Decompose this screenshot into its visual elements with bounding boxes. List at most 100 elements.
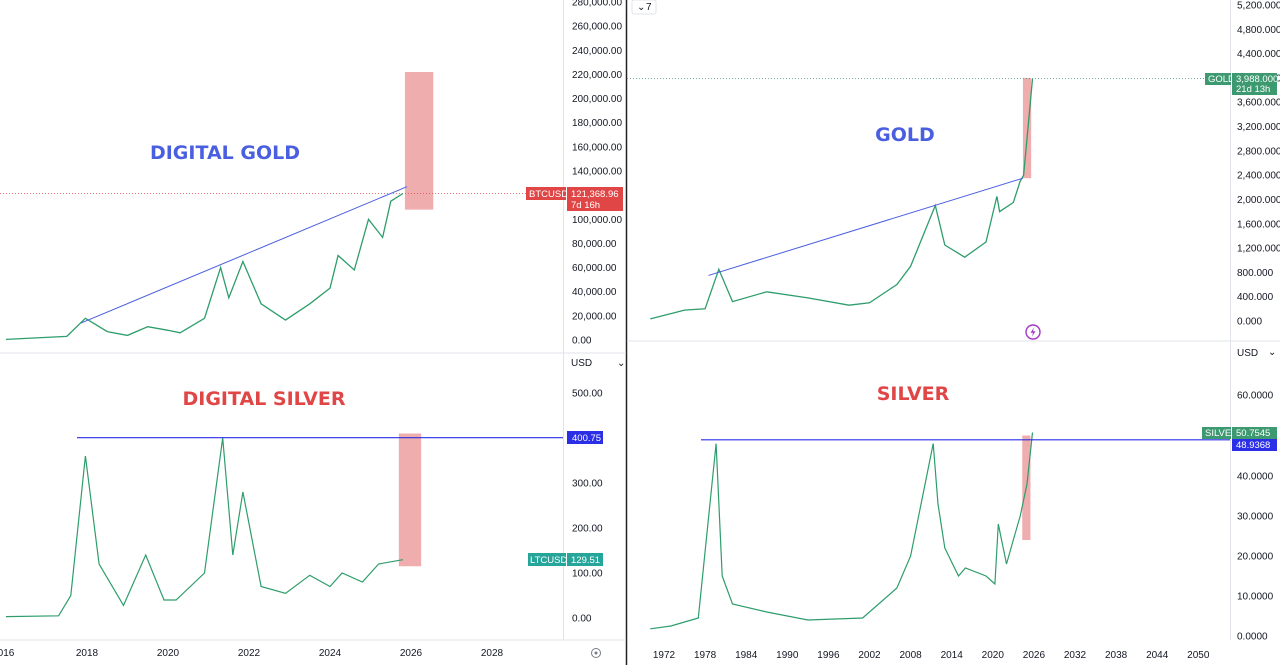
silver-price-scale[interactable]: 60.0000 40.0000 30.0000 20.0000 10.0000 0.000… <box>1237 391 1274 643</box>
chevron-down-icon: ⌄ <box>637 2 645 13</box>
btc-price-tick-label: 160,000.00 <box>572 142 622 153</box>
gold-price-tick-label: 800.000 <box>1237 268 1274 279</box>
ltc-symbol-label: LTCUSD <box>530 555 567 566</box>
left-time-scale[interactable]: 016 2018 2020 2022 2024 2026 2028 <box>0 648 504 659</box>
btc-price-tick-label: 200,000.00 <box>572 94 622 105</box>
indicator-count: 7 <box>646 2 652 13</box>
silver-price-badge: SILVER 50.7545 <box>1202 427 1277 439</box>
time-tick-label: 2038 <box>1105 650 1128 661</box>
left-currency-selector[interactable]: USD ⌄ <box>571 358 625 369</box>
time-tick-label: 1984 <box>735 650 758 661</box>
right-currency-label: USD <box>1237 348 1258 359</box>
silver-price-tick-label: 0.0000 <box>1237 632 1268 643</box>
gold-price-tick-label: 0.000 <box>1237 317 1262 328</box>
ltc-level-badge: 400.75 <box>567 431 603 444</box>
gold-symbol-label: GOLD <box>1208 74 1235 85</box>
right-time-scale[interactable]: 1972 1978 1984 1990 1996 2002 2008 2014 2020 2026… <box>653 650 1210 661</box>
ltc-panel-title: DIGITAL SILVER <box>183 388 346 410</box>
time-tick-label: 2026 <box>1023 650 1046 661</box>
btc-countdown-label: 7d 16h <box>571 200 600 211</box>
time-tick-label: 2028 <box>481 648 504 659</box>
btc-price-tick-label: 140,000.00 <box>572 167 622 178</box>
time-tick-label: 2022 <box>238 648 261 659</box>
ltc-price-series <box>5 437 404 618</box>
gold-price-series <box>650 78 1034 320</box>
btc-price-tick-label: 60,000.00 <box>572 263 617 274</box>
time-tick-label: 016 <box>0 648 15 659</box>
btc-price-scale[interactable]: 280,000.00 260,000.00 240,000.00 220,000.00… <box>572 0 622 347</box>
ltc-price-tick-label: 200.00 <box>572 524 603 535</box>
btc-price-tick-label: 260,000.00 <box>572 22 622 33</box>
btc-price-tick-label: 220,000.00 <box>572 70 622 81</box>
time-tick-label: 2032 <box>1064 650 1087 661</box>
ltc-price-badge: LTCUSD 129.51 <box>528 553 603 566</box>
time-tick-label: 1978 <box>694 650 717 661</box>
gold-price-tick-label: 3,600.000 <box>1237 98 1280 109</box>
gold-price-tick-label: 2,000.000 <box>1237 195 1280 206</box>
btc-price-tick-label: 40,000.00 <box>572 287 617 298</box>
time-tick-label: 2014 <box>941 650 964 661</box>
lightning-icon[interactable] <box>1025 324 1041 340</box>
silver-level-label: 48.9368 <box>1236 440 1270 451</box>
time-tick-label: 1996 <box>817 650 840 661</box>
time-tick-label: 2024 <box>319 648 342 659</box>
btc-panel-title: DIGITAL GOLD <box>150 142 300 164</box>
btc-price-tick-label: 20,000.00 <box>572 311 617 322</box>
gold-trendline[interactable] <box>708 177 1024 276</box>
gold-price-tick-label: 4,400.000 <box>1237 49 1280 60</box>
gold-price-tick-label: 3,200.000 <box>1237 122 1280 133</box>
ltc-price-label: 129.51 <box>571 555 600 566</box>
chevron-down-icon: ⌄ <box>1268 347 1276 358</box>
btc-price-tick-label: 180,000.00 <box>572 118 622 129</box>
right-currency-selector[interactable]: USD ⌄ <box>1237 347 1276 359</box>
ltc-price-tick-label: 0.00 <box>572 614 592 625</box>
time-tick-label: 1972 <box>653 650 676 661</box>
chevron-down-icon: ⌄ <box>617 358 625 369</box>
gold-highlight-zone <box>1022 77 1032 179</box>
time-tick-label: 2018 <box>76 648 99 659</box>
btc-highlight-zone <box>404 72 434 210</box>
left-currency-label: USD <box>571 358 592 369</box>
btc-trendline[interactable] <box>80 186 408 324</box>
gold-price-scale[interactable]: 5,200.0004,800.0004,400.0004,000.0003,60… <box>1237 1 1280 328</box>
time-tick-label: 2002 <box>858 650 881 661</box>
btc-price-series <box>5 192 404 341</box>
gold-price-tick-label: 5,200.000 <box>1237 1 1280 12</box>
btc-price-tick-label: 100,000.00 <box>572 215 622 226</box>
gold-price-tick-label: 2,400.000 <box>1237 171 1280 182</box>
gold-price-tick-label: 1,600.000 <box>1237 219 1280 230</box>
gold-panel-title: GOLD <box>875 124 935 146</box>
time-tick-label: 2044 <box>1146 650 1169 661</box>
btc-price-tick-label: 0.00 <box>572 336 592 347</box>
silver-price-tick-label: 40.0000 <box>1237 472 1274 483</box>
gold-price-tick-label: 2,800.000 <box>1237 146 1280 157</box>
ltc-price-tick-label: 100.00 <box>572 569 603 580</box>
silver-price-tick-label: 20.0000 <box>1237 552 1274 563</box>
btc-symbol-label: BTCUSD <box>529 189 568 200</box>
btc-price-badge: BTCUSD 121,368.96 7d 16h <box>526 187 623 211</box>
time-tick-label: 2008 <box>899 650 922 661</box>
silver-price-label: 50.7545 <box>1236 428 1270 439</box>
btc-price-tick-label: 280,000.00 <box>572 0 622 9</box>
gold-price-tick-label: 4,800.000 <box>1237 25 1280 36</box>
btc-price-label: 121,368.96 <box>571 189 619 200</box>
btc-price-tick-label: 240,000.00 <box>572 46 622 57</box>
ltc-highlight-zone <box>398 433 422 567</box>
silver-symbol-label: SILVER <box>1205 428 1238 439</box>
ltc-level-label: 400.75 <box>572 433 601 444</box>
time-tick-label: 2026 <box>400 648 423 659</box>
gear-icon[interactable] <box>591 648 601 658</box>
btc-price-tick-label: 80,000.00 <box>572 239 617 250</box>
ltc-price-tick-label: 500.00 <box>572 389 603 400</box>
collapse-indicators-button[interactable]: ⌄ 7 <box>631 0 657 15</box>
gold-price-label: 3,988.000 <box>1236 74 1278 85</box>
gold-price-badge: GOLD 3,988.000 21d 13h <box>1205 73 1278 95</box>
time-tick-label: 2050 <box>1187 650 1210 661</box>
gold-countdown-label: 21d 13h <box>1236 84 1270 95</box>
ltc-price-tick-label: 300.00 <box>572 479 603 490</box>
silver-price-tick-label: 60.0000 <box>1237 391 1274 402</box>
silver-price-tick-label: 10.0000 <box>1237 592 1274 603</box>
time-tick-label: 2020 <box>157 648 180 659</box>
